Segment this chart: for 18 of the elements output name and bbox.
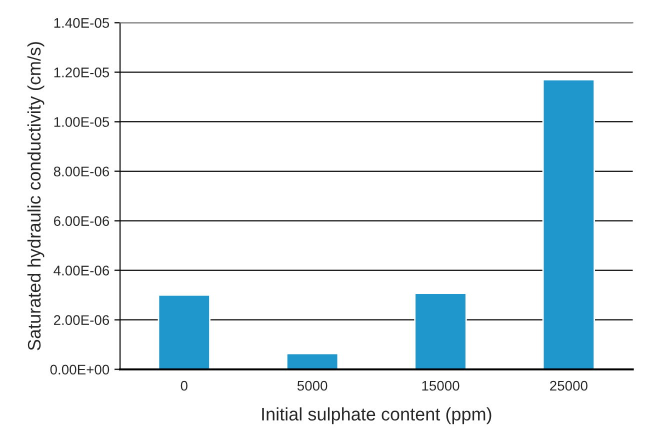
x-tick-label: 15000: [422, 380, 460, 391]
y-tick-label: 1.20E-05: [54, 68, 110, 78]
y-axis-title: Saturated hydraulic conductivity (cm/s): [27, 42, 44, 350]
bar: [286, 352, 339, 370]
bar: [542, 78, 596, 370]
x-tick-label: 5000: [297, 380, 328, 391]
y-tick-label: 8.00E-06: [54, 166, 110, 176]
bar: [158, 294, 210, 370]
y-tick-label: 2.00E-06: [54, 315, 110, 326]
bar: [414, 292, 467, 370]
x-tick-label: 25000: [550, 380, 588, 391]
x-axis-title: Initial sulphate content (ppm): [262, 407, 492, 424]
x-tick-label: 0: [180, 380, 188, 391]
y-tick-label: 6.00E-06: [54, 216, 110, 226]
y-tick-label: 4.00E-06: [54, 266, 110, 276]
y-tick-label: 1.40E-05: [54, 18, 110, 28]
y-tick-label: 1.00E-05: [54, 117, 110, 127]
y-tick-label: 0.00E+00: [50, 364, 110, 375]
